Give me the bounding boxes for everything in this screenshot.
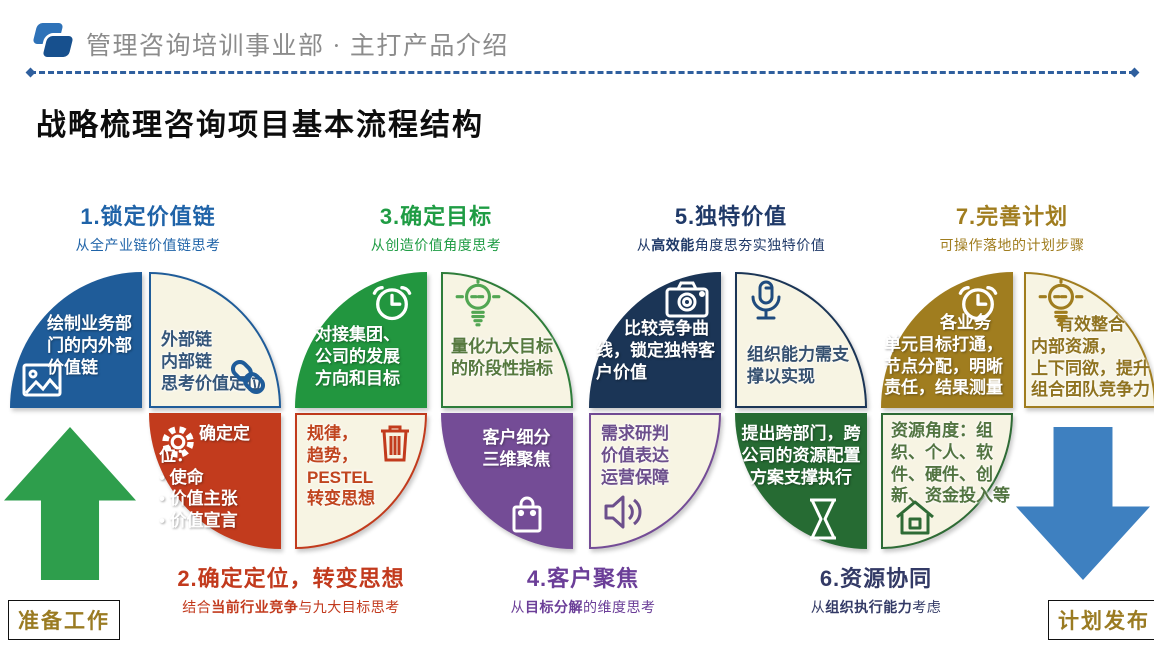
- step3-outline-shape: 量化九大目标 的阶段性指标: [441, 272, 573, 408]
- home-icon: [896, 500, 934, 535]
- release-down-arrow: [1016, 427, 1150, 580]
- preparation-up-arrow: [4, 427, 136, 580]
- step6-subtitle: 从组织执行能力考虑: [726, 597, 1026, 617]
- step5-outline-shape: 组织能力需支 撑以实现: [735, 272, 867, 408]
- step1-title: 1.锁定价值链: [80, 204, 216, 229]
- gear-icon: [162, 426, 194, 458]
- step2-title: 2.确定定位，转变思想: [177, 566, 405, 591]
- subtitle-bold: 高效能: [651, 237, 695, 253]
- step3-outline-text: 量化九大目标 的阶段性指标: [451, 337, 553, 378]
- subtitle-text: 结合: [182, 599, 212, 615]
- subtitle-bold: 目标分解: [525, 599, 583, 615]
- step1-solid-shape: 绘制业务部 门的内外部 价值链: [10, 272, 142, 408]
- step3-title-block: 3.确定目标 从创造价值角度思考: [286, 199, 586, 255]
- step5-outline-text: 组织能力需支 撑以实现: [747, 345, 849, 386]
- step7-subtitle: 可操作落地的计划步骤: [862, 235, 1154, 255]
- step7-title: 7.完善计划: [955, 204, 1069, 229]
- subtitle-text: 的维度思考: [583, 599, 656, 615]
- step1-title-block: 1.锁定价值链 从全产业链价值链思考: [0, 199, 298, 255]
- step6-solid-text: 提出跨部门，跨 公司的资源配置 方案支撑执行: [741, 424, 861, 487]
- subtitle-text: 从: [510, 599, 525, 615]
- subtitle-text: 从创造价值角度思考: [370, 237, 502, 253]
- step5-title-block: 5.独特价值 从高效能角度思夯实独特价值: [581, 199, 881, 255]
- step7-solid-text: 各业务 单元目标打通， 节点分配，明晰 责任，结果测量: [884, 313, 1003, 398]
- header-divider: [25, 67, 1140, 78]
- divider-end-marker: [25, 67, 36, 78]
- step7-outline-text: 有效整合 内部资源， 上下同欲，提升 组合团队竞争力: [1031, 315, 1150, 400]
- lightbulb-icon: [455, 279, 501, 327]
- alarm-clock-icon: [958, 286, 998, 321]
- step2-solid-shape: 确定定位： • 使命 • 价值主张 • 价值宣言: [149, 413, 281, 549]
- divider-end-marker: [1129, 67, 1140, 78]
- step4-title: 4.客户聚焦: [526, 566, 640, 591]
- step4-outline-text: 需求研判 价值表达 运营保障: [601, 424, 669, 487]
- step3-title: 3.确定目标: [379, 204, 493, 229]
- step2-outline-shape: 规律， 趋势， PESTEL 转变思想: [295, 413, 427, 549]
- image-icon: [22, 363, 62, 397]
- company-logo-icon: [30, 22, 78, 62]
- subtitle-text: 与九大目标思考: [298, 599, 400, 615]
- step5-title: 5.独特价值: [674, 204, 788, 229]
- header-title: 管理咨询培训事业部 · 主打产品介绍: [86, 33, 509, 60]
- step3-solid-shape: 对接集团、 公司的发展 方向和目标: [295, 272, 427, 408]
- logo-front-square: [42, 36, 74, 57]
- step5-solid-shape: 比较竞争曲 线，锁定独特客 户价值: [589, 272, 721, 408]
- step3-solid-text: 对接集团、 公司的发展 方向和目标: [315, 325, 400, 388]
- step6-title-block: 6.资源协同 从组织执行能力考虑: [726, 561, 1026, 617]
- preparation-label-box: 准备工作: [8, 600, 120, 640]
- link-icon: [230, 359, 266, 395]
- step2-title-block: 2.确定定位，转变思想 结合当前行业竞争与九大目标思考: [141, 561, 441, 617]
- subtitle-text: 从全产业链价值链思考: [75, 237, 221, 253]
- step7-solid-shape: 各业务 单元目标打通， 节点分配，明晰 责任，结果测量: [881, 272, 1013, 408]
- step4-subtitle: 从目标分解的维度思考: [433, 597, 733, 617]
- subtitle-text: 从: [810, 599, 826, 615]
- camera-icon: [665, 281, 709, 318]
- step6-solid-shape: 提出跨部门，跨 公司的资源配置 方案支撑执行: [735, 413, 867, 549]
- subtitle-text: 考虑: [912, 599, 942, 615]
- step6-title: 6.资源协同: [819, 566, 933, 591]
- release-label-box: 计划发布: [1048, 600, 1154, 640]
- step7-title-block: 7.完善计划 可操作落地的计划步骤: [862, 199, 1154, 255]
- step6-outline-text: 资源角度：组 织、个人、软 件、硬件、创 新、资金投入等: [891, 421, 1010, 506]
- step5-subtitle: 从高效能角度思夯实独特价值: [581, 235, 881, 255]
- subtitle-text: 可操作落地的计划步骤: [939, 237, 1085, 253]
- step7-outline-shape: 有效整合 内部资源， 上下同欲，提升 组合团队竞争力: [1024, 272, 1154, 408]
- step5-solid-text: 比较竞争曲 线，锁定独特客 户价值: [596, 319, 715, 382]
- step2-subtitle: 结合当前行业竞争与九大目标思考: [141, 597, 441, 617]
- hourglass-icon: [810, 498, 836, 540]
- subtitle-bold: 当前行业竞争: [211, 599, 299, 615]
- subtitle-text: 从: [636, 237, 652, 253]
- step4-solid-shape: 客户细分 三维聚焦: [441, 413, 573, 549]
- step2-outline-text: 规律， 趋势， PESTEL 转变思想: [307, 424, 375, 509]
- subtitle-bold: 组织执行能力: [825, 599, 913, 615]
- lightbulb-icon: [1038, 279, 1084, 327]
- step4-title-block: 4.客户聚焦 从目标分解的维度思考: [433, 561, 733, 617]
- step1-subtitle: 从全产业链价值链思考: [0, 235, 298, 255]
- step4-solid-text: 客户细分 三维聚焦: [482, 428, 551, 469]
- step6-outline-shape: 资源角度：组 织、个人、软 件、硬件、创 新、资金投入等: [881, 413, 1013, 549]
- step1-outline-shape: 外部链 内部链 思考价值定位: [149, 272, 281, 408]
- trash-icon: [381, 425, 409, 462]
- microphone-icon: [751, 280, 781, 320]
- step3-subtitle: 从创造价值角度思考: [286, 235, 586, 255]
- speaker-icon: [604, 495, 642, 529]
- shopping-bag-icon: [512, 496, 542, 533]
- alarm-clock-icon: [372, 286, 412, 321]
- page-title: 战略梳理咨询项目基本流程结构: [36, 109, 484, 142]
- subtitle-text: 角度思夯实独特价值: [694, 237, 826, 253]
- step4-outline-shape: 需求研判 价值表达 运营保障: [589, 413, 721, 549]
